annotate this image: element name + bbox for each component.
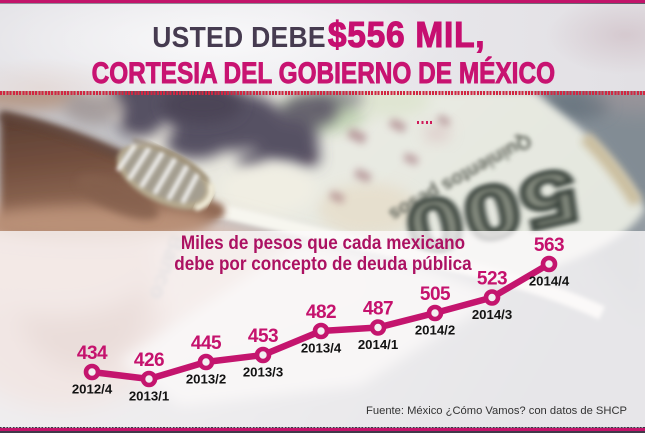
svg-text:445: 445 (191, 333, 222, 354)
svg-text:2014/4: 2014/4 (529, 274, 570, 289)
svg-text:2014/2: 2014/2 (415, 323, 455, 338)
svg-text:2014/1: 2014/1 (358, 337, 398, 352)
svg-text:2013/4: 2013/4 (301, 341, 342, 356)
svg-text:505: 505 (420, 284, 451, 305)
svg-text:482: 482 (306, 302, 336, 323)
svg-text:523: 523 (477, 269, 507, 290)
svg-text:434: 434 (77, 343, 108, 364)
svg-text:426: 426 (134, 350, 164, 371)
svg-text:2013/1: 2013/1 (129, 389, 169, 404)
svg-text:453: 453 (248, 326, 278, 347)
svg-text:2012/4: 2012/4 (72, 382, 113, 397)
svg-text:563: 563 (534, 235, 564, 256)
svg-text:2013/3: 2013/3 (243, 365, 283, 380)
svg-text:2013/2: 2013/2 (186, 372, 226, 387)
svg-text:2014/3: 2014/3 (472, 307, 512, 322)
svg-text:487: 487 (363, 299, 393, 320)
